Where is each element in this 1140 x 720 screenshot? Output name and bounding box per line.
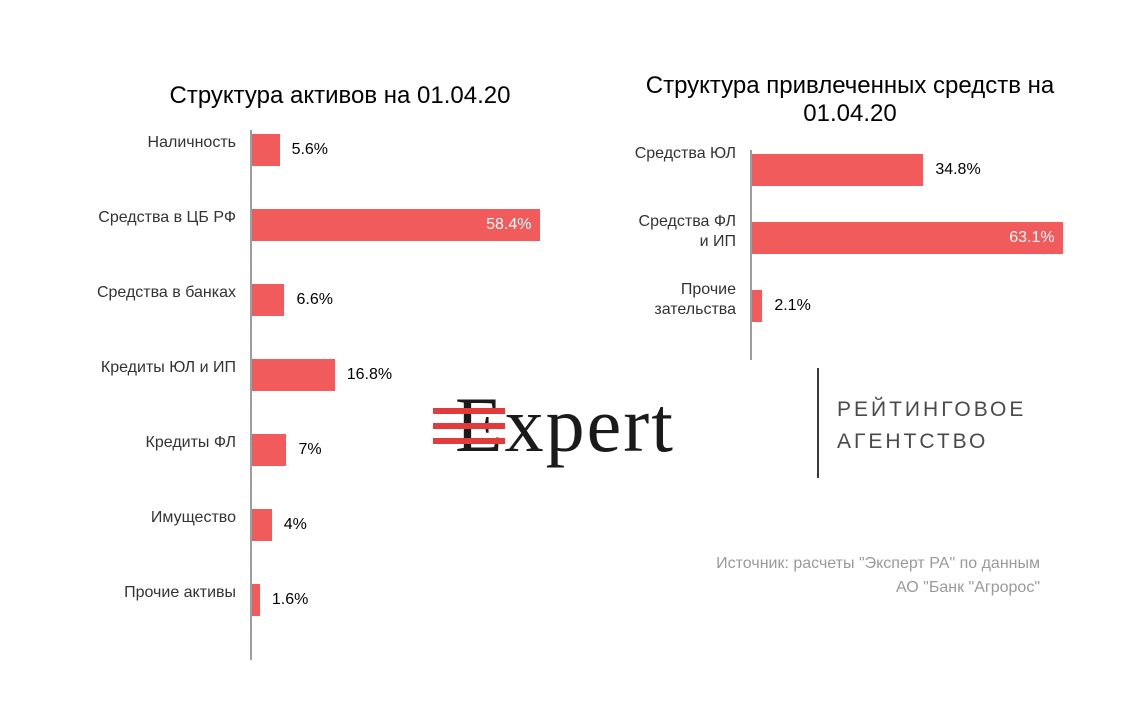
chart-right-title: Структура привлеченных средств на 01.04.…: [620, 72, 1080, 128]
assets-row-bar: [252, 134, 280, 166]
chart-canvas: { "colors": { "bar": "#f25b5b", "axis": …: [0, 0, 1140, 720]
assets-row-value: 7%: [298, 441, 321, 459]
expert-logo-subtitle-1: РЕЙТИНГОВОЕ: [837, 398, 1026, 422]
liab-row-value: 34.8%: [935, 161, 980, 179]
assets-row-label: Наличность: [76, 133, 236, 153]
assets-row-bar: [252, 359, 335, 391]
liab-row-value: 2.1%: [774, 297, 810, 315]
source-line-2: АО "Банк "Агророс": [580, 579, 1040, 597]
liab-row-bar: [752, 290, 762, 322]
assets-row-value: 1.6%: [272, 591, 308, 609]
expert-logo: Expert РЕЙТИНГОВОЕ АГЕНТСТВО: [455, 380, 1055, 520]
liab-row-label: Прочие зательства: [626, 280, 736, 320]
liab-row-bar: [752, 154, 923, 186]
liab-row-label: Средства ЮЛ: [626, 144, 736, 164]
expert-logo-subtitle-2: АГЕНТСТВО: [837, 430, 988, 454]
assets-row-bar: [252, 509, 272, 541]
assets-row-label: Средства в ЦБ РФ: [76, 208, 236, 228]
assets-row-label: Имущество: [76, 508, 236, 528]
chart-right: Средства ЮЛ34.8%Средства ФЛ и ИП63.1%Про…: [750, 150, 1070, 360]
assets-row-value: 16.8%: [347, 366, 392, 384]
source-line-1: Источник: расчеты "Эксперт РА" по данным: [580, 555, 1040, 573]
assets-row-label: Кредиты ФЛ: [76, 433, 236, 453]
expert-logo-separator: [817, 368, 819, 478]
assets-row-value: 5.6%: [292, 141, 328, 159]
assets-row-value: 4%: [284, 516, 307, 534]
assets-row-label: Кредиты ЮЛ и ИП: [76, 358, 236, 378]
assets-row-value: 6.6%: [296, 291, 332, 309]
assets-row-label: Средства в банках: [76, 283, 236, 303]
assets-row-value: 58.4%: [472, 216, 532, 234]
liab-row-value: 63.1%: [995, 229, 1055, 247]
assets-row-bar: [252, 584, 260, 616]
assets-row-label: Прочие активы: [76, 583, 236, 603]
liab-row-label: Средства ФЛ и ИП: [626, 212, 736, 252]
assets-row-bar: [252, 434, 286, 466]
assets-row-bar: [252, 284, 284, 316]
chart-left-title: Структура активов на 01.04.20: [120, 82, 560, 110]
